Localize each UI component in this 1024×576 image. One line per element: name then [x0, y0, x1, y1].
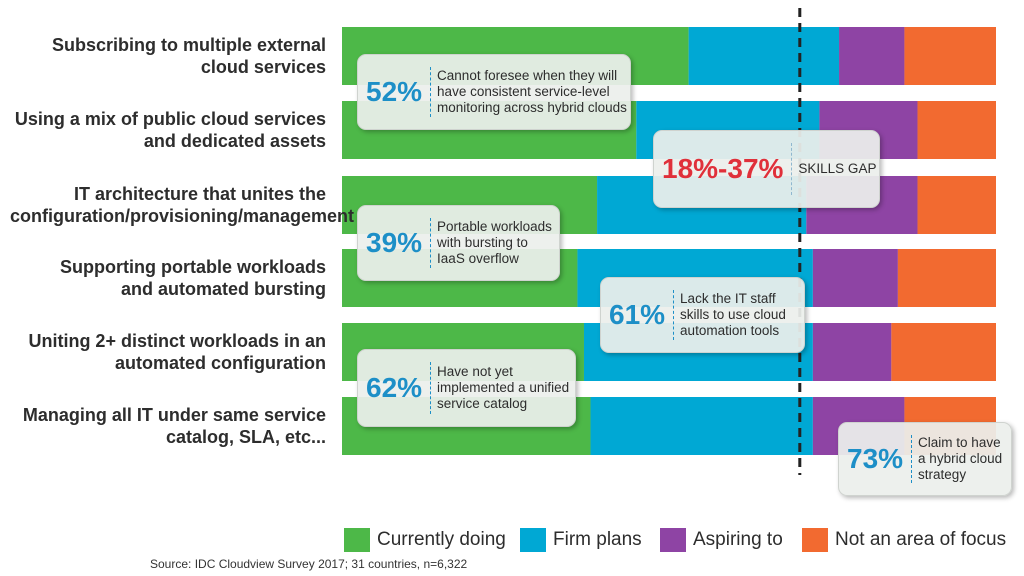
bar-segment-1-3: [839, 27, 905, 85]
bar-segment-5-3: [812, 323, 892, 381]
bar-segment-2-4: [917, 101, 996, 159]
bar-segment-1-4: [904, 27, 996, 85]
callout-divider: [430, 218, 432, 268]
legend-swatch: [520, 528, 546, 552]
legend-swatch: [802, 528, 828, 552]
callout-text: Have not yet implemented a unified servi…: [437, 364, 570, 411]
category-label: Managing all IT under same service catal…: [22, 405, 326, 447]
category-label: Using a mix of public cloud services and…: [14, 109, 326, 151]
category-label: IT architecture that unites the configur…: [10, 184, 355, 226]
callout-value: 61%: [609, 299, 666, 330]
callout-value: 18%-37%: [662, 153, 784, 184]
callout-value: 62%: [366, 372, 423, 403]
bar-segment-4-4: [897, 249, 996, 307]
callout-value: 39%: [366, 227, 423, 258]
callout-value: 73%: [847, 443, 904, 474]
category-label: Supporting portable workloads and automa…: [59, 257, 326, 299]
legend-label: Not an area of focus: [835, 529, 1007, 550]
source-note: Source: IDC Cloudview Survey 2017; 31 co…: [150, 557, 468, 571]
percent-callout: 52% Cannot foresee when they will have co…: [357, 54, 631, 130]
callout-divider: [791, 143, 793, 195]
callout-divider: [430, 362, 432, 414]
callout-text: SKILLS GAP: [798, 161, 877, 176]
bar-segment-6-2: [590, 397, 813, 455]
legend-swatch: [344, 528, 370, 552]
bar-segment-1-2: [688, 27, 840, 85]
bar-segment-3-4: [917, 176, 996, 234]
callout-divider: [911, 435, 913, 483]
category-label: Subscribing to multiple external cloud s…: [51, 35, 326, 77]
skills-gap-callout: 18%-37% SKILLS GAP: [653, 130, 880, 208]
legend-label: Aspiring to: [693, 529, 783, 550]
callout-divider: [673, 290, 675, 340]
legend-label: Currently doing: [377, 529, 506, 550]
callout-value: 52%: [366, 76, 423, 107]
percent-callout: 39% Portable workloads with bursting to I…: [357, 205, 560, 281]
legend-swatch: [660, 528, 686, 552]
bar-segment-4-3: [812, 249, 898, 307]
category-label: Uniting 2+ distinct workloads in an auto…: [28, 331, 326, 373]
percent-callout: 73% Claim to have a hybrid cloud strategy: [838, 422, 1012, 496]
legend-label: Firm plans: [553, 529, 642, 550]
bar-segment-5-4: [891, 323, 996, 381]
callout-text: Lack the IT staff skills to use cloud au…: [680, 291, 786, 338]
percent-callout: 61% Lack the IT staff skills to use cloud…: [600, 277, 805, 353]
callout-text: Portable workloads with bursting to IaaS…: [437, 219, 552, 266]
callout-text: Claim to have a hybrid cloud strategy: [918, 435, 1003, 482]
callout-text: Cannot foresee when they will have consi…: [437, 68, 627, 115]
percent-callout: 62% Have not yet implemented a unified se…: [357, 349, 576, 427]
callout-divider: [430, 67, 432, 117]
